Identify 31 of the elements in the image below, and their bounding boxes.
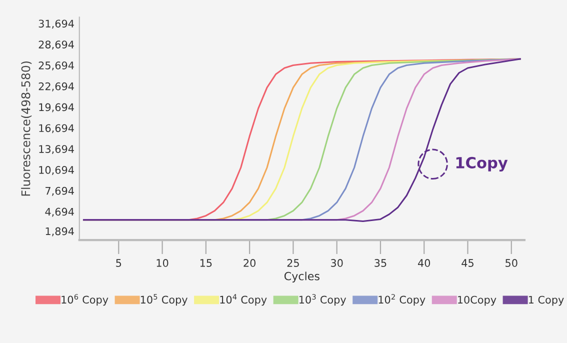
legend-label: 10$^{2}$ Copy xyxy=(378,294,426,306)
y-tick-label: 19,694 xyxy=(39,103,74,112)
x-tick-label: 10 xyxy=(156,259,168,267)
legend-label: 10$^{3}$ Copy xyxy=(299,294,346,306)
y-tick-label: 25,694 xyxy=(38,61,74,70)
legend-label: 10$^{6}$ Copy xyxy=(62,294,108,306)
legend-label: 1 Copy xyxy=(528,296,564,306)
y-axis-title: Fluorescence(498-580) xyxy=(21,61,32,196)
y-tick-label: 31,694 xyxy=(38,20,74,29)
x-axis-title: Cycles xyxy=(284,272,320,282)
annotation: 1Copy xyxy=(456,156,508,172)
x-tick-label: 50 xyxy=(506,259,518,267)
legend-label: 10$^{4}$ Copy xyxy=(220,294,267,306)
x-tick-label: 20 xyxy=(244,259,256,267)
x-tick-label: 45 xyxy=(462,259,474,267)
y-tick-label: 13,694 xyxy=(39,145,74,154)
x-tick-label: 40 xyxy=(418,259,430,267)
legend-label: 10$^{5}$ Copy xyxy=(140,294,188,306)
x-tick-label: 35 xyxy=(374,259,386,267)
y-tick-label: 4,694 xyxy=(45,208,74,217)
x-tick-label: 5 xyxy=(116,259,122,267)
y-tick-label: 7,694 xyxy=(46,186,74,196)
y-tick-label: 10,694 xyxy=(39,166,74,175)
x-tick-label: 15 xyxy=(200,259,212,267)
y-tick-label: 1,894 xyxy=(46,227,74,236)
y-tick-label: 22,694 xyxy=(38,82,74,92)
legend-label: 10Copy xyxy=(458,296,496,306)
y-tick-label: 16,694 xyxy=(39,124,74,134)
x-tick-label: 30 xyxy=(331,259,343,267)
x-tick-label: 25 xyxy=(287,259,299,267)
y-tick-label: 28,694 xyxy=(38,40,74,50)
